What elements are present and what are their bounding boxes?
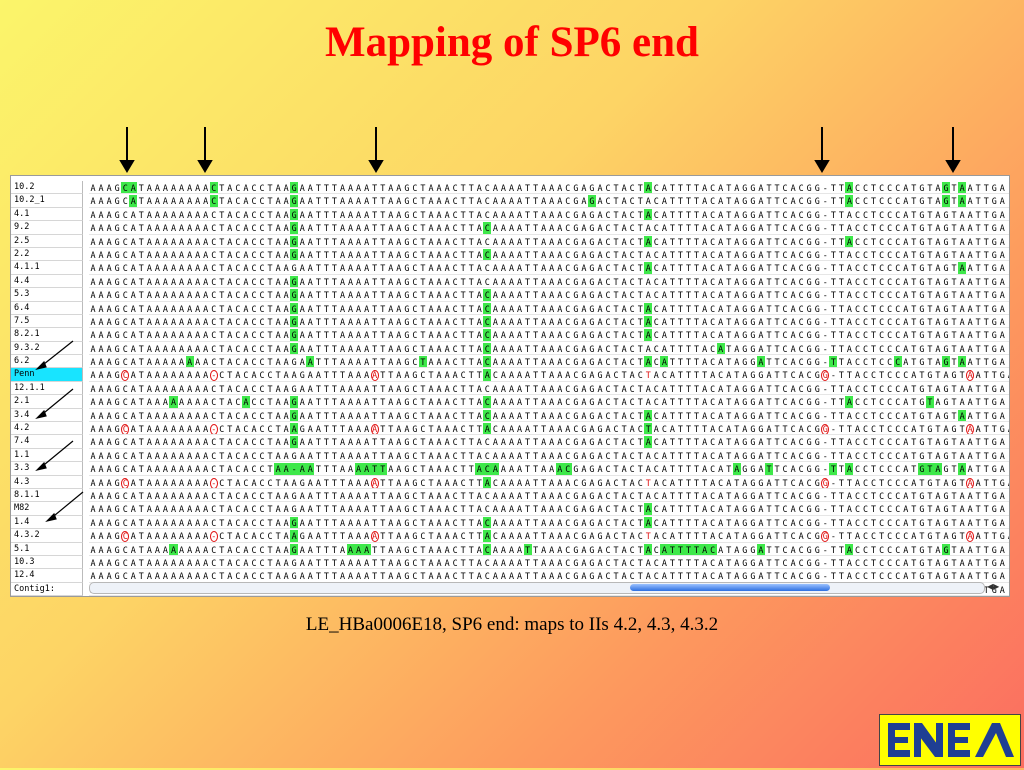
arrow-head [368, 160, 384, 173]
sequence-name[interactable]: 10.2_1 [11, 194, 83, 208]
sequence-name[interactable]: 5.3 [11, 288, 83, 302]
pointer-arrow-head [35, 461, 47, 472]
logo-stroke [948, 750, 970, 757]
contig-label: Contig1: [11, 582, 83, 596]
arrow-head [119, 160, 135, 173]
sequence-name[interactable]: 10.3 [11, 555, 83, 570]
mapping-arrows [119, 127, 961, 173]
logo-stroke [888, 723, 910, 730]
logo-stroke [936, 723, 943, 757]
scroll-left-icon[interactable]: ◀ [987, 582, 994, 591]
sequence-name[interactable]: 7.5 [11, 314, 83, 329]
sequence-name[interactable]: 3.4 [11, 408, 83, 423]
pointer-arrow-head [35, 360, 47, 371]
caption: LE_HBa0006E18, SP6 end: maps to IIs 4.2,… [305, 614, 719, 635]
arrow-head [197, 160, 213, 173]
sequence-name[interactable]: 8.2.1 [11, 328, 83, 342]
sequence-name[interactable]: 2.2 [11, 247, 83, 262]
logo-stroke [914, 723, 942, 757]
sequence-name[interactable]: 12.4 [11, 569, 83, 583]
sequence-name[interactable]: 10.2 [11, 181, 83, 195]
pointer-arrow-head [45, 512, 57, 523]
sequence-name[interactable]: 2.1 [11, 395, 83, 409]
sequence-name[interactable]: 1.4 [11, 515, 83, 530]
sequence-name[interactable]: 4.1.1 [11, 261, 83, 275]
enea-logo-mark [888, 723, 1014, 757]
sequence-name[interactable]: 4.4 [11, 274, 83, 289]
sequence-name[interactable]: 9.2 [11, 221, 83, 235]
alignment-window[interactable]: 10.2 10.2_1 4.1 9.2 2.5 2.2 4.1.1 4.4 5.3 6.4 7.5 8… [10, 175, 1010, 597]
sequence-name[interactable]: 2.5 [11, 234, 83, 248]
sequence-name[interactable]: 12.1.1 [11, 381, 83, 396]
sequence-name[interactable]: 5.1 [11, 542, 83, 556]
logo-stroke [948, 737, 968, 743]
logo-stroke [975, 723, 1014, 757]
logo-stroke [948, 723, 970, 730]
logo-stroke [888, 750, 910, 757]
sequence-name[interactable]: 4.2 [11, 422, 83, 436]
sequence-name[interactable]: 6.4 [11, 301, 83, 315]
pointer-arrows [35, 340, 84, 523]
sequence-name[interactable]: Penn [11, 368, 83, 382]
sequence-names-panel[interactable]: 10.2 10.2_1 4.1 9.2 2.5 2.2 4.1.1 4.4 5.3 6.4 7.5 8… [11, 181, 83, 597]
sequence-name[interactable]: 7.4 [11, 435, 83, 449]
sequence-name[interactable]: 4.3 [11, 475, 83, 489]
sequence-name[interactable]: 4.1 [11, 207, 83, 222]
position-readout: Pos: 7/515 [11, 596, 83, 597]
pointer-arrow-head [35, 409, 47, 420]
scrollbar-thumb[interactable] [630, 584, 830, 591]
slide-title: Mapping of SP6 end [325, 19, 699, 66]
arrow-head [814, 160, 830, 173]
horizontal-scrollbar[interactable] [89, 582, 985, 594]
sequence-name[interactable]: 3.3 [11, 462, 83, 476]
scroll-arrows[interactable]: ◀▶ [987, 582, 999, 591]
sequence-name[interactable]: 4.3.2 [11, 529, 83, 543]
scroll-right-icon[interactable]: ▶ [993, 582, 1000, 591]
arrow-head [945, 160, 961, 173]
enea-logo [879, 714, 1021, 766]
logo-stroke [914, 723, 921, 757]
sequence-name[interactable]: 8.1.1 [11, 488, 83, 503]
logo-stroke [888, 737, 908, 743]
sequence-name[interactable]: 9.3.2 [11, 341, 83, 356]
sequence-name[interactable]: M82 [11, 502, 83, 516]
